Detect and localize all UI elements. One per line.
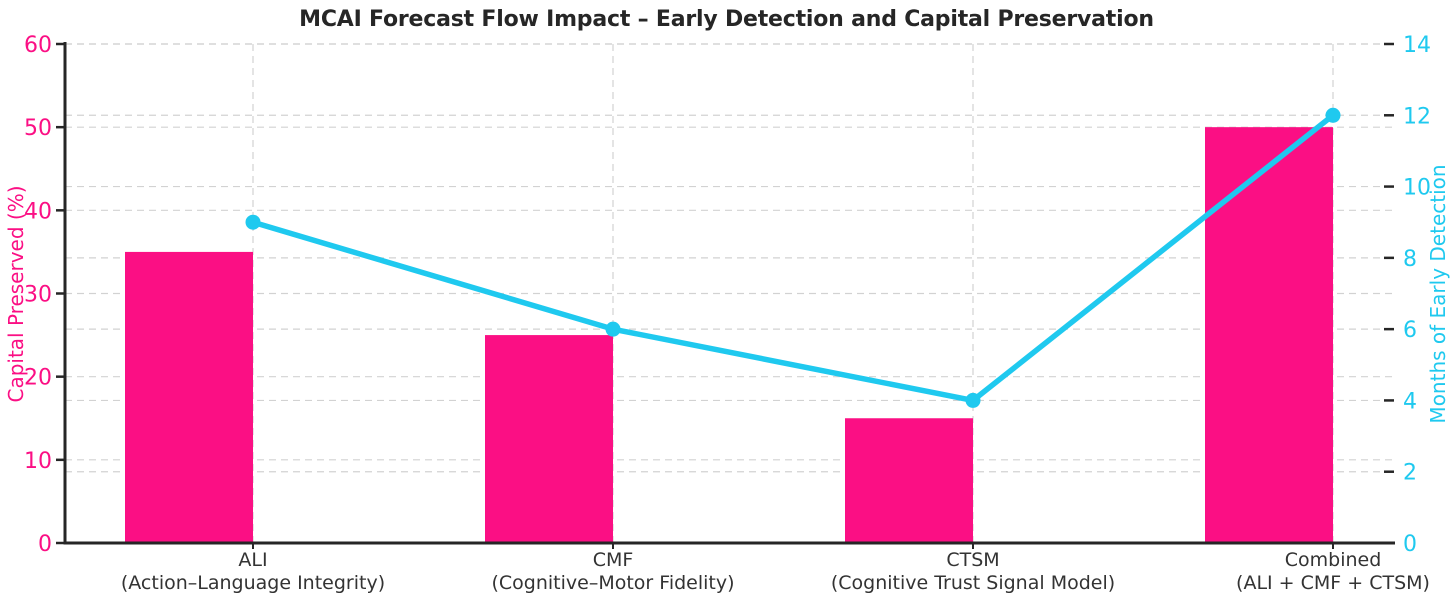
bar-combined: [1205, 127, 1333, 544]
x-category-label-ali: ALI: [238, 549, 267, 571]
right-axis-tick-label: 14: [1403, 33, 1431, 58]
x-category-label-combined: Combined: [1285, 549, 1382, 571]
left-axis-tick-label: 30: [24, 283, 52, 308]
line-marker-ali: [245, 214, 261, 230]
right-axis-tick-label: 10: [1403, 176, 1431, 201]
right-axis-tick-label: 0: [1403, 532, 1417, 557]
bar-ali: [125, 251, 253, 543]
x-category-label-cmf: CMF: [593, 549, 634, 571]
left-axis-tick-label: 60: [24, 33, 52, 58]
x-category-sublabel-combined: (ALI + CMF + CTSM): [1236, 572, 1430, 594]
left-axis-tick-label: 0: [38, 532, 52, 557]
line-marker-combined: [1325, 107, 1341, 123]
right-axis-tick-label: 2: [1403, 461, 1417, 486]
bar-cmf: [485, 335, 613, 543]
right-axis-tick-label: 12: [1403, 104, 1431, 129]
right-axis-tick-label: 8: [1403, 247, 1417, 272]
right-axis-tick-label: 6: [1403, 318, 1417, 343]
left-axis-tick-label: 50: [24, 116, 52, 141]
x-category-label-ctsm: CTSM: [946, 549, 999, 571]
line-months-of-early-detection: [250, 112, 1336, 404]
x-category-sublabel-cmf: (Cognitive–Motor Fidelity): [491, 572, 734, 594]
line-marker-cmf: [605, 321, 621, 337]
line-marker-ctsm: [965, 392, 981, 408]
x-category-sublabel-ctsm: (Cognitive Trust Signal Model): [831, 572, 1115, 594]
x-category-sublabel-ali: (Action–Language Integrity): [121, 572, 385, 594]
left-axis-tick-label: 40: [24, 199, 52, 224]
left-axis-tick-label: 20: [24, 366, 52, 391]
chart-title: MCAI Forecast Flow Impact – Early Detect…: [299, 7, 1154, 32]
right-axis-tick-label: 4: [1403, 389, 1417, 414]
bar-ctsm: [845, 418, 973, 543]
left-axis-tick-label: 10: [24, 449, 52, 474]
